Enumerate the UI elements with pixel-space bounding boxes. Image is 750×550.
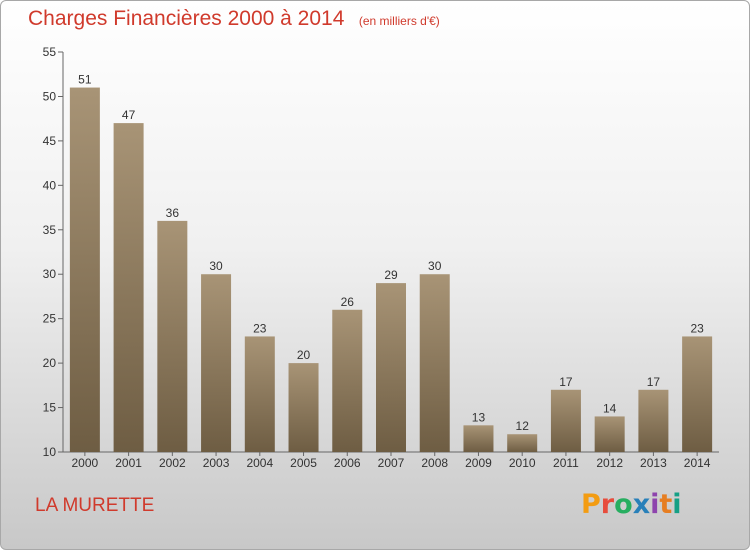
data-label: 23: [253, 321, 267, 335]
data-label: 47: [122, 108, 136, 122]
data-label: 29: [384, 268, 398, 282]
y-tick-label: 30: [43, 267, 57, 281]
y-tick-label: 55: [43, 45, 57, 59]
data-label: 23: [690, 321, 704, 335]
x-tick-label: 2001: [115, 456, 142, 470]
data-label: 36: [166, 206, 180, 220]
logo-letter: o: [614, 489, 633, 520]
x-tick-label: 2004: [246, 456, 273, 470]
proxiti-logo[interactable]: Proxiti: [581, 489, 682, 520]
y-tick-label: 20: [43, 356, 57, 370]
data-label: 30: [209, 259, 223, 273]
x-tick-label: 2010: [509, 456, 536, 470]
x-tick-label: 2002: [159, 456, 186, 470]
logo-letter: r: [600, 489, 615, 520]
y-tick-label: 45: [43, 134, 57, 148]
chart-title: Charges Financières 2000 à 2014: [28, 7, 345, 30]
chart-title-block: Charges Financières 2000 à 2014 (en mill…: [28, 7, 440, 31]
bar: [550, 389, 581, 452]
logo-letter: i: [672, 489, 682, 520]
chart-subtitle: (en milliers d'€): [358, 14, 440, 28]
data-label: 20: [297, 348, 311, 362]
bar: [288, 363, 319, 452]
y-tick-label: 35: [43, 223, 57, 237]
x-tick-label: 2007: [378, 456, 405, 470]
data-label: 17: [647, 375, 661, 389]
data-label: 17: [559, 375, 573, 389]
data-label: 30: [428, 259, 442, 273]
x-tick-label: 2013: [640, 456, 667, 470]
bar: [332, 309, 363, 452]
bar: [594, 416, 625, 452]
bar: [69, 87, 100, 453]
x-tick-label: 2014: [684, 456, 711, 470]
y-tick-label: 10: [43, 445, 57, 459]
bar: [157, 220, 188, 452]
logo-letter: i: [650, 489, 660, 520]
x-tick-label: 2012: [596, 456, 623, 470]
x-tick-label: 2011: [553, 456, 579, 470]
logo-letter: t: [659, 489, 673, 520]
bar: [376, 283, 406, 452]
x-tick-label: 2006: [334, 456, 361, 470]
commune-name: LA MURETTE: [35, 495, 155, 516]
data-label: 26: [341, 295, 355, 309]
bar: [201, 274, 232, 452]
x-tick-label: 2008: [421, 456, 448, 470]
x-tick-label: 2000: [72, 456, 99, 470]
x-tick-label: 2005: [290, 456, 317, 470]
data-label: 14: [603, 401, 617, 415]
bar: [244, 336, 275, 452]
bar: [638, 389, 669, 452]
y-tick-label: 25: [43, 312, 57, 326]
x-tick-label: 2003: [203, 456, 230, 470]
bar: [419, 274, 450, 452]
x-tick-label: 2009: [465, 456, 492, 470]
bar: [113, 123, 144, 452]
y-tick-label: 50: [43, 89, 57, 103]
bar: [507, 434, 538, 452]
data-label: 12: [516, 419, 530, 433]
y-tick-label: 40: [43, 178, 57, 192]
data-label: 51: [78, 73, 92, 87]
data-label: 13: [472, 410, 486, 424]
y-tick-label: 15: [43, 401, 57, 415]
bar: [463, 425, 494, 452]
logo-letter: x: [632, 489, 651, 520]
logo-letter: P: [581, 489, 601, 520]
bar: [682, 336, 713, 452]
